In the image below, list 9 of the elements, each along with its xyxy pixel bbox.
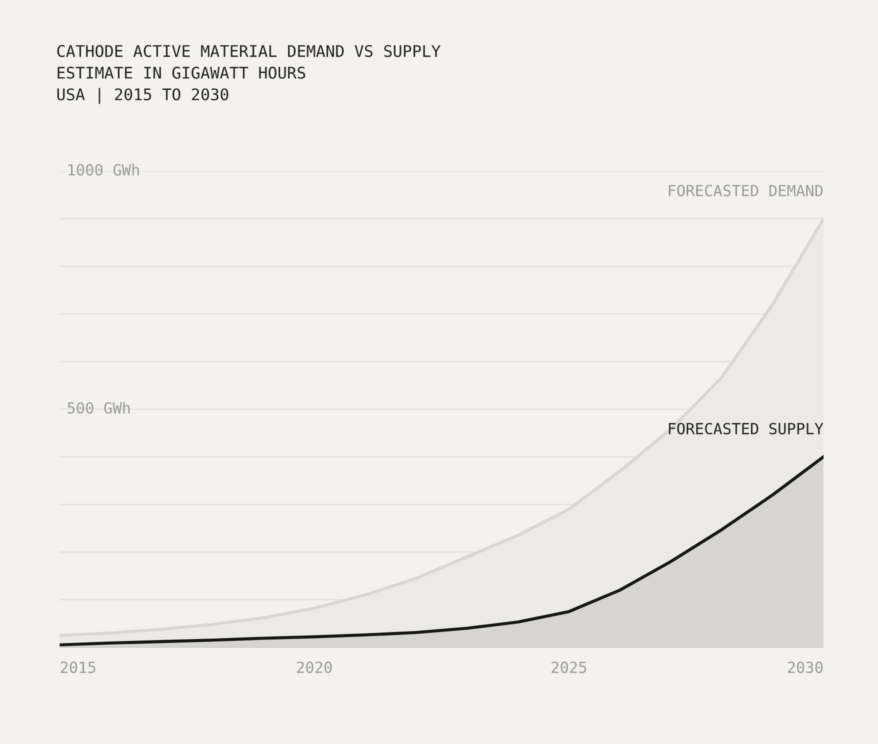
series-label: FORECASTED SUPPLY [668, 422, 824, 434]
chart-title: CATHODE ACTIVE MATERIAL DEMAND VS SUPPLY ESTIMATE IN GIGAWATT HOURS USA | 2015 TO 2030 [57, 45, 441, 104]
y-tick-label: 1000 GWh [68, 164, 139, 176]
y-tick-label: 500 GWh [68, 402, 130, 414]
x-tick-label: 2025 [552, 662, 586, 674]
series-label: FORECASTED DEMAND [668, 184, 823, 196]
x-tick-label: 2030 [788, 662, 823, 674]
x-tick-label: 2020 [297, 662, 332, 674]
x-tick-label: 2015 [60, 662, 96, 674]
